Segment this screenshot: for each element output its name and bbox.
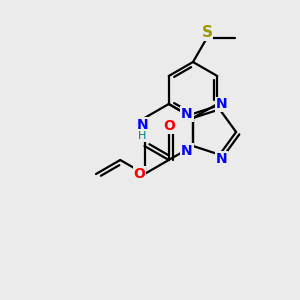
Text: N: N <box>137 118 148 132</box>
Text: O: O <box>134 167 146 181</box>
Text: H: H <box>138 131 147 141</box>
Text: N: N <box>216 97 227 111</box>
Text: O: O <box>163 119 175 133</box>
Text: N: N <box>216 152 227 166</box>
Text: S: S <box>202 25 212 40</box>
Text: N: N <box>181 107 193 121</box>
Text: N: N <box>181 144 193 158</box>
